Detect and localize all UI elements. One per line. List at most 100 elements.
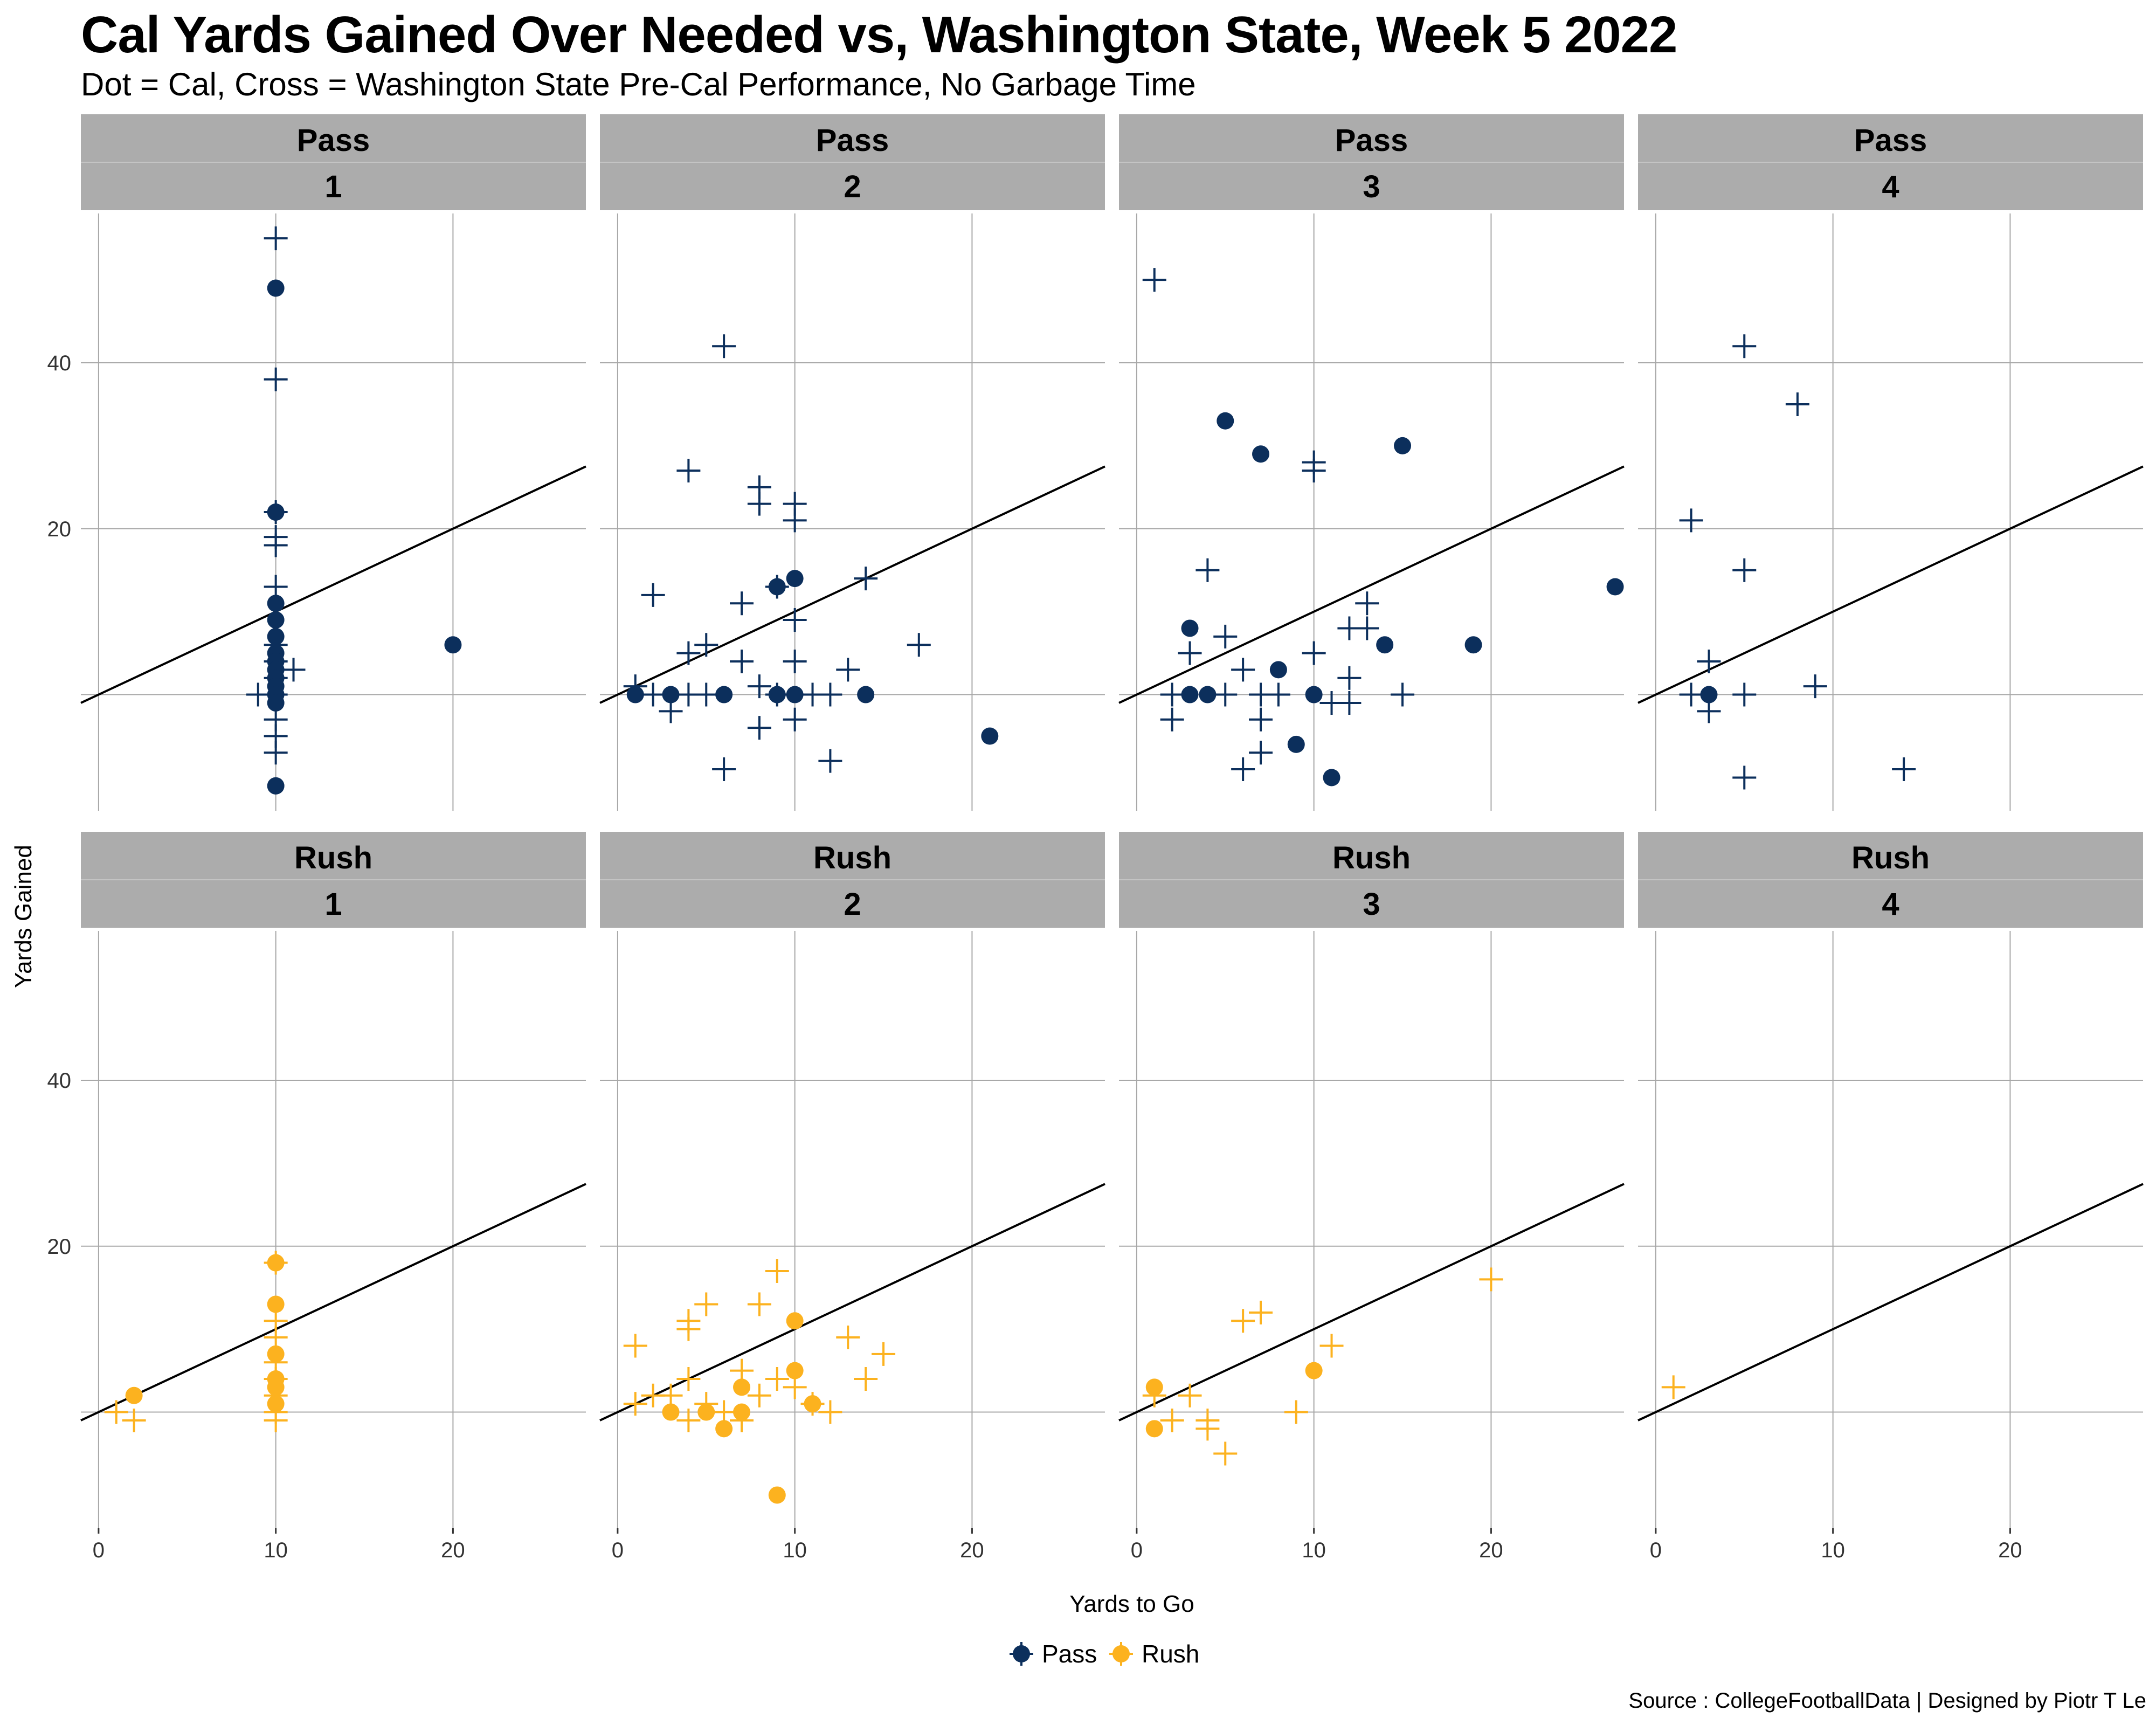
cal-point (1217, 412, 1234, 430)
x-tick-label: 20 (1998, 1538, 2022, 1562)
opponent-point (1337, 666, 1362, 690)
opponent-point (783, 608, 807, 632)
opponent-point (1355, 591, 1379, 616)
cal-point (1287, 735, 1305, 753)
opponent-point (1803, 674, 1827, 699)
cal-point (662, 1403, 680, 1421)
strip-label-down: 3 (1363, 887, 1380, 922)
opponent-point (1266, 682, 1290, 707)
cal-point (715, 686, 733, 703)
opponent-point (1213, 682, 1238, 707)
opponent-point (730, 1358, 754, 1383)
facet-panel: Rush 2 (599, 832, 1105, 1528)
opponent-point (623, 1392, 647, 1416)
strip-label-play-type: Rush (1332, 840, 1411, 875)
opponent-point (1302, 641, 1326, 665)
x-tick-label: 20 (441, 1538, 465, 1562)
opponent-point (1284, 1400, 1308, 1424)
x-tick-label: 10 (783, 1538, 807, 1562)
opponent-point (730, 591, 754, 616)
x-axis-label: Yards to Go (1069, 1591, 1194, 1617)
cal-point (1305, 686, 1323, 703)
cal-point (1199, 686, 1217, 703)
strip-label-down: 4 (1882, 887, 1899, 922)
panel-plot-area (1637, 931, 2144, 1528)
opponent-point (659, 1383, 683, 1407)
opponent-point (676, 1317, 701, 1341)
opponent-point (676, 1367, 701, 1391)
cal-point (1376, 636, 1394, 654)
opponent-point (854, 567, 878, 591)
opponent-point (641, 682, 665, 707)
reference-line (80, 1183, 586, 1422)
opponent-point (1142, 268, 1166, 292)
opponent-point (1892, 757, 1916, 782)
opponent-point (1732, 765, 1757, 790)
strip-label-play-type: Rush (294, 840, 372, 875)
opponent-point (818, 749, 842, 773)
opponent-point (1302, 459, 1326, 483)
opponent-point (1160, 682, 1184, 707)
chart-subtitle: Dot = Cal, Cross = Washington State Pre-… (81, 66, 1196, 102)
cal-point (267, 1395, 285, 1413)
strip-label-down: 1 (324, 169, 342, 204)
legend-key-dot (1013, 1645, 1030, 1662)
cal-point (267, 611, 285, 629)
legend-item-rush: Rush (1109, 1640, 1199, 1668)
opponent-point (747, 492, 771, 516)
opponent-point (1231, 757, 1255, 782)
opponent-point (747, 716, 771, 740)
opponent-point (747, 674, 771, 699)
opponent-point (836, 658, 860, 682)
facet-panel: Pass 2 (599, 114, 1105, 811)
opponent-point (676, 1408, 701, 1432)
opponent-point (264, 226, 288, 251)
opponent-point (783, 707, 807, 732)
x-tick-label: 0 (612, 1538, 624, 1562)
legend-label: Pass (1042, 1640, 1097, 1668)
opponent-point (1249, 741, 1273, 765)
x-tick-label: 10 (1302, 1538, 1326, 1562)
opponent-point (712, 1400, 736, 1424)
opponent-point (1679, 508, 1703, 533)
opponent-point (1178, 641, 1202, 665)
x-tick-label: 0 (1650, 1538, 1662, 1562)
facet-panel: Rush 3 (1118, 832, 1625, 1528)
cal-point (1269, 661, 1287, 679)
opponent-point (264, 367, 288, 391)
legend-item-pass: Pass (1010, 1640, 1097, 1668)
cal-point (768, 578, 786, 596)
panel-plot-area (80, 213, 586, 811)
opponent-point (765, 1367, 789, 1391)
cal-point (1394, 437, 1412, 454)
strip-label-down: 2 (844, 169, 861, 204)
reference-line (80, 465, 586, 704)
opponent-point (1196, 558, 1220, 582)
opponent-point (1732, 682, 1757, 707)
cal-point (1606, 578, 1624, 596)
strip-label-play-type: Rush (1851, 840, 1930, 875)
opponent-point (694, 682, 718, 707)
strip-label-down: 3 (1363, 169, 1380, 204)
opponent-point (104, 1400, 128, 1424)
cal-point (267, 627, 285, 645)
legend-key-dot (1112, 1645, 1130, 1662)
opponent-point (1391, 682, 1415, 707)
opponent-point (1160, 1408, 1184, 1432)
x-tick-label: 10 (1821, 1538, 1845, 1562)
opponent-point (659, 699, 683, 723)
opponent-point (281, 658, 306, 682)
cal-point (1145, 1420, 1163, 1438)
opponent-point (264, 741, 288, 765)
opponent-point (676, 459, 701, 483)
opponent-point (1196, 1417, 1220, 1441)
opponent-point (818, 682, 842, 707)
opponent-point (1231, 1309, 1255, 1333)
cal-point (733, 1403, 751, 1421)
facet-panel: Rush 4 (1637, 832, 2144, 1528)
opponent-point (264, 533, 288, 557)
strip-label-down: 4 (1882, 169, 1899, 204)
cal-point (267, 503, 285, 521)
opponent-point (641, 583, 665, 607)
